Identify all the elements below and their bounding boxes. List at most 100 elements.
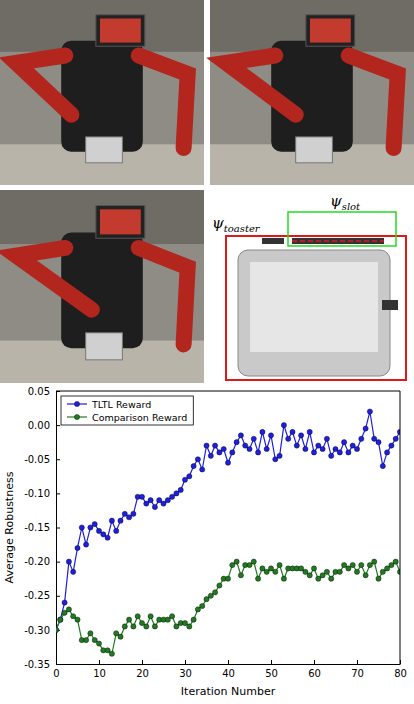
data-point: [182, 620, 187, 625]
tick: -0.30: [24, 625, 60, 636]
data-point: [324, 569, 329, 574]
tick-mark: [56, 459, 60, 460]
tick-label: -0.20: [24, 556, 50, 567]
data-point: [324, 436, 329, 441]
data-point: [251, 559, 256, 564]
data-point: [359, 562, 364, 567]
tick-mark: [99, 660, 100, 664]
robot-arm: [139, 248, 188, 345]
data-point: [157, 498, 162, 503]
data-point: [247, 562, 252, 567]
robot-torso: [61, 41, 143, 152]
data-point: [354, 569, 359, 574]
data-point: [393, 436, 398, 441]
toaster-region: [226, 236, 406, 380]
plot-frame: [56, 391, 400, 664]
tick-label: 50: [265, 668, 278, 679]
data-point: [105, 648, 110, 653]
tick-label: 0.00: [28, 420, 50, 431]
data-point: [273, 569, 278, 574]
legend-label: TLTL Reward: [91, 399, 151, 410]
data-point: [56, 627, 59, 632]
tick-label: -0.05: [24, 454, 50, 465]
tick: -0.20: [24, 556, 60, 567]
tick-label: 30: [179, 668, 192, 679]
data-point: [337, 450, 342, 455]
data-point: [66, 607, 71, 612]
robot-arm: [16, 248, 91, 310]
data-point: [247, 446, 252, 451]
data-point: [225, 460, 230, 465]
data-point: [251, 436, 256, 441]
data-point: [195, 607, 200, 612]
data-point: [88, 525, 93, 530]
data-point: [311, 450, 316, 455]
data-point: [139, 494, 144, 499]
data-point: [56, 627, 59, 632]
data-point: [372, 436, 377, 441]
tick-label: 80: [394, 668, 407, 679]
tick-mark: [271, 660, 272, 664]
data-point: [92, 521, 97, 526]
tick-label: 10: [93, 668, 106, 679]
toaster-lever: [382, 300, 398, 310]
data-point: [170, 614, 175, 619]
slot-region: [288, 212, 396, 246]
data-point: [264, 569, 269, 574]
robot-screen: [96, 15, 145, 46]
data-point: [299, 433, 304, 438]
axis-line: [57, 664, 401, 665]
slot-line: [292, 240, 384, 242]
photo-shelf: [0, 0, 204, 52]
data-point: [303, 569, 308, 574]
data-point: [256, 450, 261, 455]
tick: 70: [351, 660, 364, 679]
label-symbol: ψ: [330, 192, 342, 210]
data-point: [234, 559, 239, 564]
data-point: [290, 429, 295, 434]
data-point: [225, 576, 230, 581]
data-point: [75, 545, 80, 550]
robot-arm: [139, 56, 188, 149]
data-point: [204, 597, 209, 602]
data-point: [66, 559, 71, 564]
data-point: [329, 576, 334, 581]
data-point: [144, 624, 149, 629]
data-point: [122, 511, 127, 516]
data-point: [277, 453, 282, 458]
photo-background: [0, 190, 204, 383]
data-point: [363, 573, 368, 578]
data-point: [71, 569, 76, 574]
data-point: [389, 562, 394, 567]
data-point: [281, 423, 286, 428]
data-point: [389, 443, 394, 448]
data-point: [217, 450, 222, 455]
data-point: [174, 491, 179, 496]
data-point: [200, 603, 205, 608]
data-point: [71, 614, 76, 619]
data-point: [109, 651, 114, 656]
data-point: [92, 638, 97, 643]
data-point: [350, 562, 355, 567]
data-point: [307, 573, 312, 578]
data-point: [144, 501, 149, 506]
robot-screen: [306, 15, 355, 46]
data-point: [109, 518, 114, 523]
data-point: [380, 463, 385, 468]
data-point: [127, 617, 132, 622]
data-point: [260, 566, 265, 571]
data-point: [380, 569, 385, 574]
data-point: [195, 457, 200, 462]
data-point: [165, 498, 170, 503]
photo-background: [0, 0, 204, 185]
data-point: [234, 440, 239, 445]
series-line: [56, 411, 400, 629]
data-point: [372, 559, 377, 564]
data-point: [221, 446, 226, 451]
tick-mark: [228, 660, 229, 664]
tick: -0.10: [24, 488, 60, 499]
data-point: [363, 426, 368, 431]
data-point: [62, 600, 67, 605]
tick-mark: [142, 660, 143, 664]
y-axis-title: Average Robustness: [3, 471, 16, 583]
